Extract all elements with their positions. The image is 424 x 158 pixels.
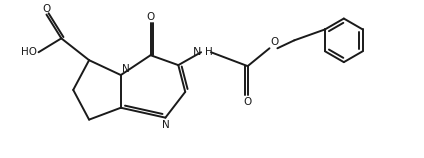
Text: O: O xyxy=(146,12,155,21)
Text: O: O xyxy=(243,97,252,107)
Text: N: N xyxy=(122,64,130,74)
Text: N: N xyxy=(193,47,201,57)
Text: O: O xyxy=(42,4,50,14)
Text: HO: HO xyxy=(20,47,36,57)
Text: N: N xyxy=(162,120,169,130)
Text: O: O xyxy=(271,37,279,47)
Text: H: H xyxy=(205,47,213,57)
